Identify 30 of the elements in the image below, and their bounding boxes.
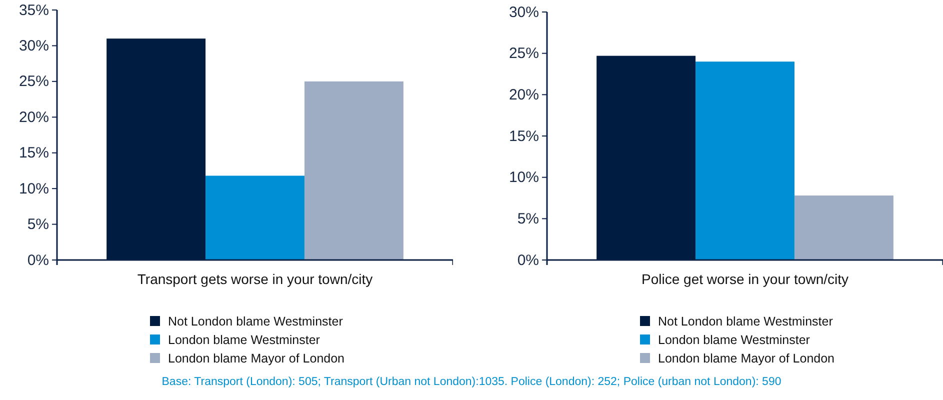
y-tick-label: 10% (508, 169, 539, 186)
bar (304, 81, 404, 260)
legend-label: London blame Westminster (168, 333, 320, 347)
y-tick-label: 15% (508, 128, 539, 145)
bar (596, 56, 696, 260)
y-tick-label: 5% (517, 210, 539, 228)
legend-label: London blame Westminster (658, 333, 810, 347)
legend-label: London blame Mayor of London (658, 352, 835, 366)
bar (206, 176, 304, 260)
y-tick-label: 30% (18, 38, 49, 55)
legend-label: Not London blame Westminster (168, 314, 343, 328)
y-tick-label: 25% (508, 45, 539, 62)
y-tick-label: 35% (18, 2, 49, 19)
y-tick-label: 20% (508, 86, 539, 104)
y-tick-label: 5% (27, 216, 49, 234)
legend-label: London blame Mayor of London (168, 352, 345, 366)
y-tick-label: 15% (18, 144, 49, 162)
y-tick-label: 0% (517, 252, 539, 269)
x-tick-label: Transport gets worse in your town/city (137, 271, 373, 287)
y-tick-label: 30% (508, 4, 539, 21)
y-tick-label: 25% (18, 73, 49, 90)
text: Base: Transport (London): 505; Transport (Urban not London):1035. Police (London): 252; Police (urban not London): 590 (160, 376, 782, 388)
legend-label: Not London blame Westminster (658, 314, 833, 328)
bar (696, 62, 794, 260)
y-tick-label: 10% (18, 180, 49, 198)
bar (794, 196, 894, 260)
y-tick-label: 0% (27, 252, 49, 269)
x-tick-label: Police get worse in your town/city (642, 271, 848, 287)
y-tick-label: 20% (18, 108, 49, 126)
bar (106, 38, 206, 260)
